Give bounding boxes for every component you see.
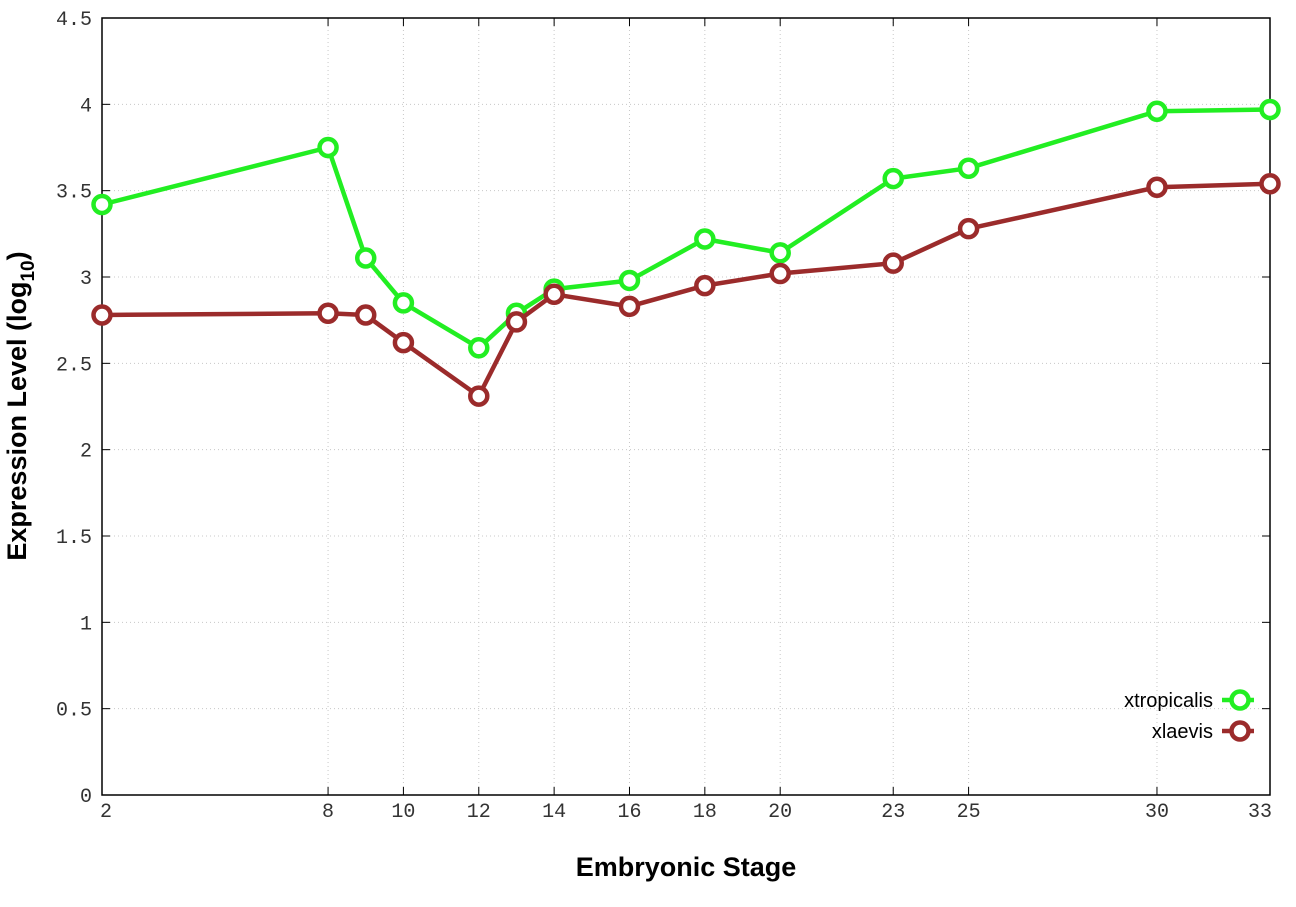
data-point-xtropicalis [91, 193, 113, 216]
data-point-xlaevis [392, 331, 415, 354]
series-layer [91, 98, 1281, 407]
x-tick-label: 16 [617, 801, 641, 824]
y-tick-label: 3.5 [56, 182, 92, 205]
data-point-xtropicalis [317, 136, 339, 159]
data-point-xtropicalis [1259, 98, 1281, 121]
data-point-xlaevis [1146, 176, 1168, 198]
y-tick-label: 1 [80, 613, 92, 636]
data-point-xtropicalis [957, 157, 980, 179]
legend-label-xtropicalis: xtropicalis [1124, 690, 1213, 712]
y-tick-label: 2.5 [56, 354, 92, 377]
y-axis-title-close: ) [2, 251, 32, 260]
data-point-xlaevis [543, 283, 565, 306]
y-tick-label: 4 [80, 95, 92, 118]
x-tick-label: 12 [467, 801, 491, 824]
x-tick-label: 18 [693, 801, 717, 824]
y-tick-label: 0.5 [56, 700, 92, 723]
x-tick-label: 30 [1145, 801, 1169, 824]
axis-ticks: 0 0.5 1 1.5 2 2.5 3 3.5 4 4.5 2 8 10 12 14 16 18 20 23 25 30… [56, 9, 1272, 824]
series-xtropicalis [91, 98, 1281, 359]
x-tick-label: 33 [1248, 801, 1272, 824]
legend-marker-xlaevis [1229, 720, 1251, 742]
legend-label-xlaevis: xlaevis [1152, 721, 1213, 743]
data-point-xlaevis [769, 262, 791, 285]
x-tick-label: 2 [100, 801, 112, 824]
data-point-xlaevis [1259, 173, 1281, 195]
plot-area-border [101, 17, 1271, 796]
x-tick-label: 10 [391, 801, 415, 824]
data-point-xlaevis [505, 311, 528, 333]
x-axis-title: Embryonic Stage [576, 852, 797, 882]
grid-lines [102, 18, 1270, 795]
y-tick-label: 0 [80, 786, 92, 809]
y-tick-label: 2 [80, 441, 92, 464]
y-tick-label: 4.5 [56, 9, 92, 32]
x-tick-label: 25 [957, 801, 981, 824]
data-point-xlaevis [317, 302, 339, 325]
data-point-xtropicalis [468, 337, 490, 359]
series-line-xlaevis [101, 181, 1271, 399]
series-xlaevis [91, 173, 1281, 407]
data-point-xtropicalis [618, 269, 641, 292]
data-point-xlaevis [882, 252, 904, 274]
y-axis-title: Expression Level (log10) [2, 251, 39, 560]
y-tick-label: 1.5 [56, 527, 92, 550]
x-tick-label: 20 [768, 801, 792, 824]
data-point-xtropicalis [392, 292, 415, 314]
data-point-xlaevis [694, 274, 716, 297]
x-tick-label: 23 [881, 801, 905, 824]
legend: xtropicalis xlaevis [1124, 689, 1254, 743]
data-point-xlaevis [618, 295, 641, 318]
data-point-xtropicalis [769, 242, 791, 264]
x-tick-label: 14 [542, 801, 566, 824]
y-axis-title-main: Expression Level (log [2, 282, 32, 561]
data-point-xlaevis [354, 304, 377, 326]
legend-marker-xtropicalis [1229, 689, 1251, 711]
data-point-xtropicalis [694, 228, 716, 250]
data-point-xlaevis [91, 304, 113, 326]
data-point-xlaevis [957, 217, 980, 240]
x-tick-label: 8 [322, 801, 334, 824]
data-point-xtropicalis [1146, 100, 1168, 122]
y-axis-title-subscript: 10 [18, 260, 39, 281]
data-point-xtropicalis [882, 167, 904, 190]
y-tick-label: 3 [80, 268, 92, 291]
data-point-xtropicalis [354, 247, 377, 269]
data-point-xlaevis [468, 385, 490, 407]
